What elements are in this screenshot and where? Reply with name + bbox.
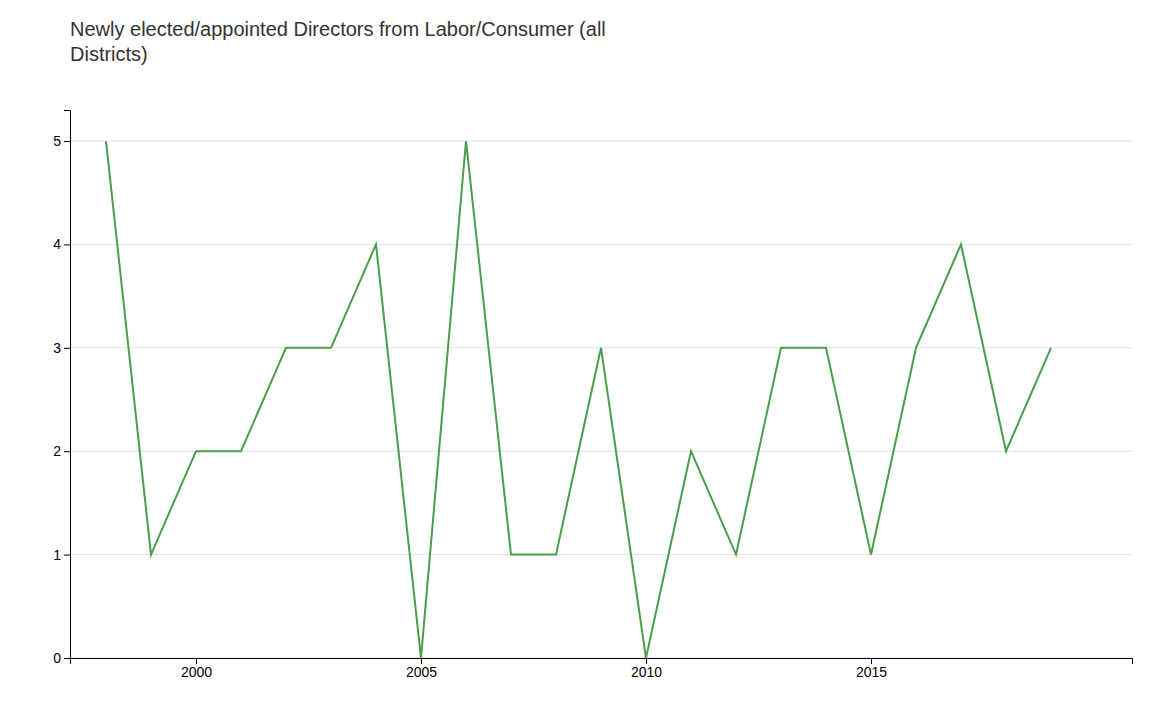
y-tick: 2 [53, 443, 70, 459]
x-tick-label: 2000 [181, 664, 212, 680]
x-tick: 2005 [406, 658, 437, 680]
y-tick-label: 4 [53, 236, 61, 252]
title: Newly elected/appointed Directors from L… [70, 18, 606, 65]
y-grid-line [70, 141, 1132, 142]
x-axis-line [71, 659, 1133, 665]
x-tick: 2010 [631, 658, 662, 680]
y-tick-label: 1 [53, 547, 61, 563]
y-axis: 0 1 2 3 4 5 [53, 111, 70, 666]
chart: Newly elected/appointed Directors from L… [0, 0, 1172, 718]
y-tick-mark [64, 451, 70, 452]
y-tick: 3 [53, 340, 70, 356]
x-tick-label: 2005 [406, 664, 437, 680]
y-tick: 0 [53, 650, 70, 666]
y-tick-label: 0 [53, 650, 61, 666]
y-tick-mark [64, 348, 70, 349]
x-tick-label: 2010 [631, 664, 662, 680]
line [106, 141, 1051, 658]
y-tick-mark [64, 141, 70, 142]
title-line: Districts) [70, 43, 148, 65]
x-tick-label: 2015 [856, 664, 887, 680]
x-tick: 2015 [856, 658, 887, 680]
title-line: Newly elected/appointed Directors from L… [70, 18, 606, 40]
y-tick-label: 5 [53, 133, 61, 149]
y-tick-label: 3 [53, 340, 61, 356]
y-grid-line [70, 244, 1132, 245]
y-tick: 5 [53, 133, 70, 149]
grid [70, 141, 1132, 658]
x-tick: 2000 [181, 658, 212, 680]
x-axis: 2000 2005 2010 2015 [71, 658, 1133, 680]
y-tick-mark [64, 658, 70, 659]
y-grid-line [70, 554, 1132, 555]
y-tick-mark [64, 555, 70, 556]
y-tick: 1 [53, 547, 70, 563]
y-tick: 4 [53, 236, 70, 252]
y-axis-line [64, 111, 71, 659]
plot-area [106, 141, 1051, 658]
y-tick-label: 2 [53, 443, 61, 459]
y-tick-mark [64, 244, 70, 245]
